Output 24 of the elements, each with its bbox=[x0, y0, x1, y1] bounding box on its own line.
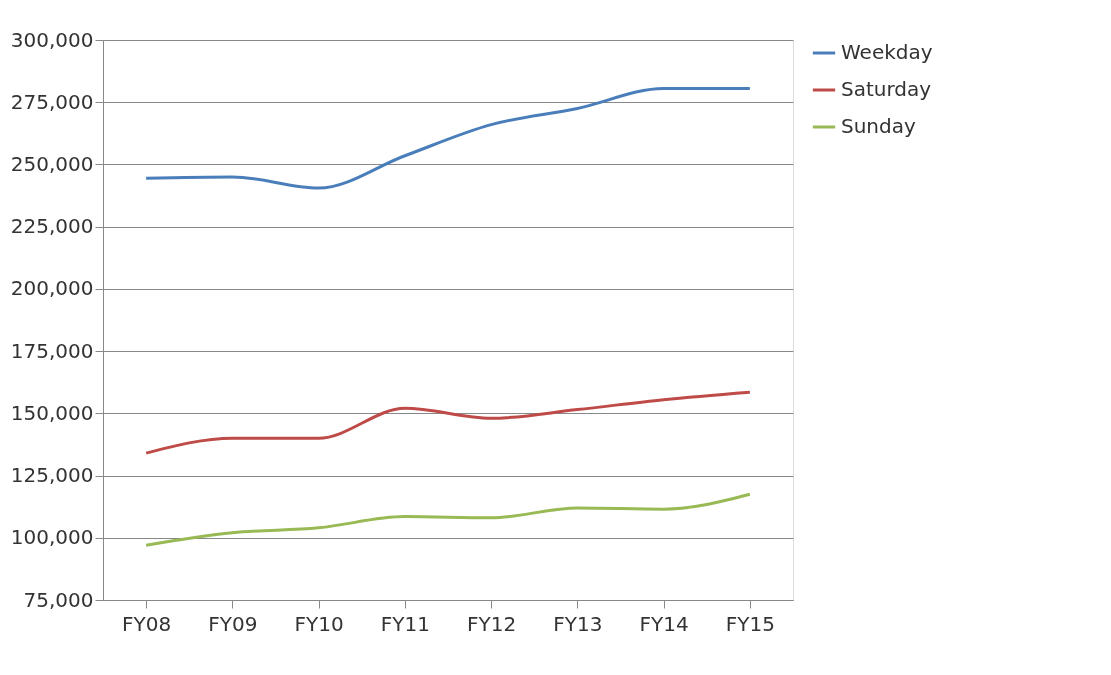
y-tick-label: 275,000 bbox=[10, 89, 94, 114]
line-series bbox=[144, 87, 752, 190]
legend-label: Weekday bbox=[841, 40, 933, 64]
line-series bbox=[144, 492, 752, 547]
x-tick-label: FY15 bbox=[725, 611, 775, 636]
x-tick-label: FY11 bbox=[380, 611, 430, 636]
x-tick-label: FY08 bbox=[122, 611, 172, 636]
y-tick-label: 200,000 bbox=[10, 276, 94, 301]
x-tick-label: FY09 bbox=[208, 611, 258, 636]
y-tick-label: 225,000 bbox=[10, 214, 94, 239]
y-tick-label: 175,000 bbox=[10, 338, 94, 363]
y-tick-label: 75,000 bbox=[23, 587, 94, 612]
line-series bbox=[144, 390, 752, 455]
x-tick-label: FY12 bbox=[467, 611, 517, 636]
x-tick-label: FY10 bbox=[294, 611, 344, 636]
y-tick-label: 250,000 bbox=[10, 151, 94, 176]
legend-label: Sunday bbox=[841, 114, 916, 138]
y-tick-label: 150,000 bbox=[10, 400, 94, 425]
x-tick-label: FY13 bbox=[553, 611, 603, 636]
y-tick-label: 100,000 bbox=[10, 525, 94, 550]
y-tick-label: 300,000 bbox=[10, 27, 94, 52]
x-tick-label: FY14 bbox=[639, 611, 689, 636]
y-tick-label: 125,000 bbox=[10, 463, 94, 488]
legend-label: Saturday bbox=[841, 77, 932, 101]
